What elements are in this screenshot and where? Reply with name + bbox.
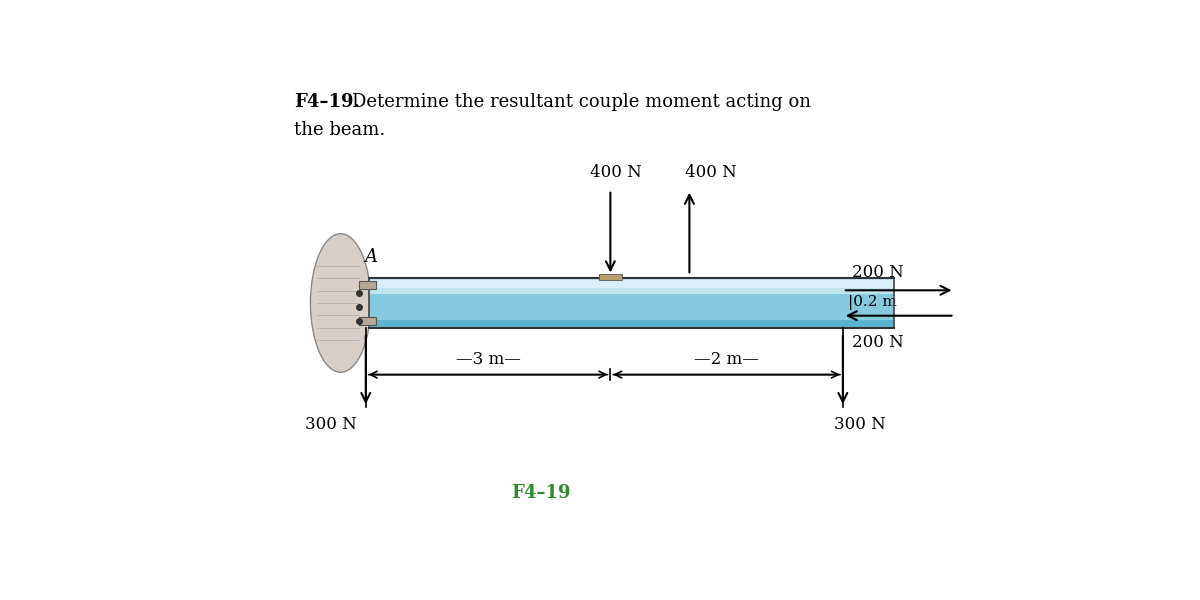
Text: 400 N: 400 N: [685, 164, 737, 181]
Bar: [368, 320, 894, 328]
Bar: [359, 281, 376, 289]
Text: |0.2 m: |0.2 m: [847, 295, 896, 311]
Text: 300 N: 300 N: [834, 416, 886, 433]
Text: F4–19.: F4–19.: [294, 93, 360, 111]
Bar: [368, 294, 894, 320]
Text: 200 N: 200 N: [852, 264, 904, 281]
Text: 400 N: 400 N: [590, 164, 642, 181]
Text: —3 m—: —3 m—: [456, 350, 521, 368]
Bar: [368, 278, 894, 294]
Text: F4–19: F4–19: [511, 484, 570, 502]
Bar: [368, 280, 894, 288]
Text: —2 m—: —2 m—: [694, 350, 760, 368]
Text: Determine the resultant couple moment acting on: Determine the resultant couple moment ac…: [352, 93, 811, 111]
Bar: [359, 317, 376, 325]
Text: 200 N: 200 N: [852, 334, 904, 351]
Bar: [368, 278, 894, 328]
Ellipse shape: [311, 233, 371, 372]
Text: A: A: [364, 248, 377, 266]
Bar: [599, 274, 622, 280]
Text: the beam.: the beam.: [294, 121, 385, 139]
Text: 300 N: 300 N: [305, 416, 358, 433]
